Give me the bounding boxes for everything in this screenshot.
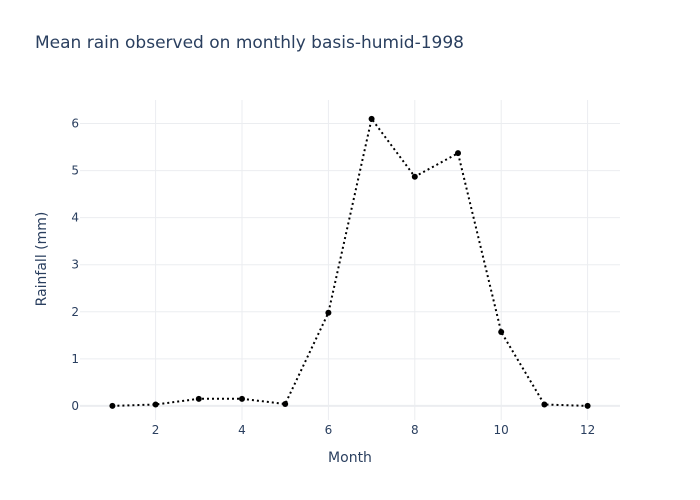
grid-layer — [80, 100, 620, 420]
data-point[interactable] — [282, 401, 289, 407]
data-point[interactable] — [239, 395, 245, 402]
data-point[interactable] — [498, 329, 505, 335]
x-tick-label: 12 — [580, 423, 595, 437]
data-point[interactable] — [325, 309, 332, 316]
data-point[interactable] — [541, 401, 548, 408]
x-axis-ticks: 2 4 6 8 10 12 — [152, 423, 595, 437]
data-point[interactable] — [455, 150, 461, 157]
series-line — [112, 116, 588, 407]
x-tick-label: 4 — [238, 423, 246, 437]
data-point[interactable] — [109, 402, 116, 409]
y-tick-label: 4 — [71, 211, 79, 225]
y-tick-label: 6 — [71, 117, 79, 131]
x-tick-label: 2 — [152, 423, 160, 437]
y-axis-ticks: 0 1 2 3 4 5 6 — [71, 117, 79, 413]
y-tick-label: 3 — [71, 258, 79, 272]
x-tick-label: 10 — [494, 423, 509, 437]
data-point[interactable] — [584, 402, 591, 409]
series-layer — [109, 115, 591, 409]
y-tick-label: 5 — [71, 164, 79, 178]
y-tick-label: 0 — [71, 399, 79, 413]
data-point[interactable] — [411, 173, 418, 180]
y-tick-label: 1 — [71, 352, 79, 366]
x-tick-label: 8 — [411, 423, 419, 437]
x-axis-title: Month — [328, 450, 372, 466]
x-tick-label: 6 — [325, 423, 333, 437]
y-axis-title: Rainfall (mm) — [34, 212, 50, 307]
chart-title: Mean rain observed on monthly basis-humi… — [35, 33, 464, 53]
data-point[interactable] — [195, 395, 202, 402]
y-tick-label: 2 — [71, 305, 79, 319]
data-point[interactable] — [368, 115, 375, 122]
data-point[interactable] — [152, 401, 159, 408]
